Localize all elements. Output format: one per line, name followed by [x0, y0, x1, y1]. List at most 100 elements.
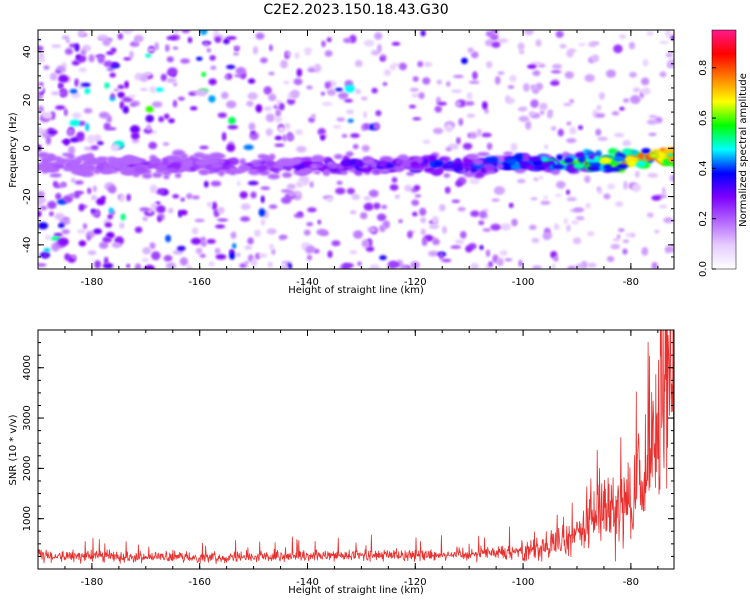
spectrogram-cell	[517, 42, 525, 51]
spectrogram-cell	[585, 203, 591, 209]
spectrogram-cell	[555, 30, 564, 38]
spectrogram-cell	[179, 153, 188, 160]
spectrogram-cell	[69, 119, 81, 127]
spectrogram-cell	[196, 56, 203, 61]
spectrogram-cell	[117, 91, 125, 98]
spectrogram-cell	[119, 222, 125, 229]
spectrogram-cell	[497, 38, 509, 44]
spectrogram-cell	[432, 127, 444, 135]
spectrogram-cell	[255, 32, 265, 40]
spectrogram-cell	[233, 45, 241, 50]
spectrogram-cell	[61, 152, 74, 157]
colorbar-tick-label: 0.6	[698, 110, 709, 126]
spectrogram-cell	[122, 105, 129, 114]
spectrogram-cell	[246, 100, 254, 107]
spectrogram-cell	[111, 62, 119, 67]
spectrogram-cell	[215, 224, 226, 229]
spectrogram-cell	[552, 63, 562, 70]
spectrogram-cell	[351, 193, 361, 201]
spectrogram-cell	[97, 55, 105, 64]
spectrogram-cell	[398, 62, 407, 71]
spectrogram-cell	[226, 64, 236, 70]
spectrogram-cell	[161, 157, 169, 165]
spectrogram-cell	[467, 47, 474, 54]
spectrogram-y-tick-label: -40	[22, 237, 33, 253]
colorbar-tick-label: 0.0	[698, 261, 709, 277]
spectrogram-cell	[122, 30, 133, 35]
spectrogram-cell	[120, 194, 125, 203]
spectrogram-cell	[578, 125, 583, 130]
spectrogram-cell	[157, 216, 162, 223]
spectrogram-cell	[66, 128, 75, 137]
spectrogram-cell	[179, 209, 188, 216]
spectrogram-cell	[669, 174, 674, 182]
spectrogram-cell	[69, 88, 78, 94]
spectrogram-cell	[335, 187, 346, 195]
spectrogram-cell	[389, 184, 399, 191]
spectrogram-cell	[74, 43, 80, 52]
spectrogram-cell	[354, 169, 363, 176]
spectrogram-cell	[308, 117, 316, 123]
spectrogram-cell	[434, 105, 443, 113]
spectrogram-cell	[556, 154, 564, 161]
spectrogram-cell	[456, 137, 461, 145]
spectrogram-cell	[417, 61, 424, 68]
spectrogram-cell	[595, 113, 606, 118]
spectrogram-cell	[297, 211, 304, 216]
spectrogram-cell	[274, 143, 285, 147]
spectrogram-cell	[226, 36, 237, 40]
colorbar-tick-label: 0.8	[698, 60, 709, 76]
spectrogram-cell	[282, 134, 287, 142]
spectrogram-cell	[497, 71, 505, 75]
spectrogram-cell	[146, 124, 152, 131]
spectrogram-cell	[595, 128, 602, 136]
spectrogram-cell	[165, 234, 172, 243]
spectrogram-cell	[646, 31, 654, 36]
spectrogram-cell	[540, 200, 551, 205]
spectrogram-cell	[210, 162, 223, 169]
spectrogram-cell	[63, 108, 68, 117]
spectrogram-cell	[172, 99, 178, 108]
spectrogram-cell	[573, 207, 585, 213]
spectrogram-cell	[247, 78, 256, 84]
spectrogram-cell	[209, 55, 216, 61]
spectrogram-cell	[532, 89, 539, 94]
spectrogram-cell	[559, 44, 567, 49]
spectrogram-cell	[398, 219, 403, 224]
spectrogram-cell	[266, 228, 277, 235]
spectrogram-cell	[287, 133, 295, 142]
spectrogram-cell	[103, 256, 109, 265]
spectrogram-cell	[622, 239, 630, 243]
spectrogram-cell	[443, 173, 451, 178]
spectrogram-cell	[280, 59, 288, 69]
spectrogram-cell	[141, 258, 149, 262]
spectrogram-cell	[482, 228, 492, 232]
spectrogram-cell	[230, 231, 237, 239]
spectrogram-cell	[265, 113, 275, 123]
spectrogram-cell	[569, 126, 577, 135]
spectrogram-cell	[152, 172, 163, 178]
spectrogram-cell	[603, 164, 612, 170]
spectrogram-cell	[90, 208, 96, 213]
spectrogram-cell	[610, 243, 621, 250]
spectrogram-cell	[129, 103, 137, 107]
spectrogram-cell	[379, 224, 386, 233]
spectrogram-cell	[54, 69, 61, 74]
spectrogram-cell	[364, 157, 375, 166]
spectrogram-cell	[163, 113, 170, 120]
spectrogram-cell	[199, 170, 209, 175]
spectrogram-cell	[505, 158, 517, 165]
spectrogram-cell	[504, 258, 513, 262]
spectrogram-cell	[126, 193, 131, 202]
spectrogram-cell	[94, 260, 101, 269]
spectrogram-cell	[43, 65, 50, 70]
spectrogram-cell	[588, 41, 597, 48]
spectrogram-cell	[383, 156, 393, 162]
snr-x-tick-label: -140	[296, 577, 319, 588]
spectrogram-cell	[206, 48, 212, 53]
spectrogram-cell	[375, 110, 382, 117]
spectrogram-cell	[346, 109, 354, 115]
snr-y-tick-label: 4000	[22, 355, 33, 380]
spectrogram-cell	[462, 158, 474, 164]
